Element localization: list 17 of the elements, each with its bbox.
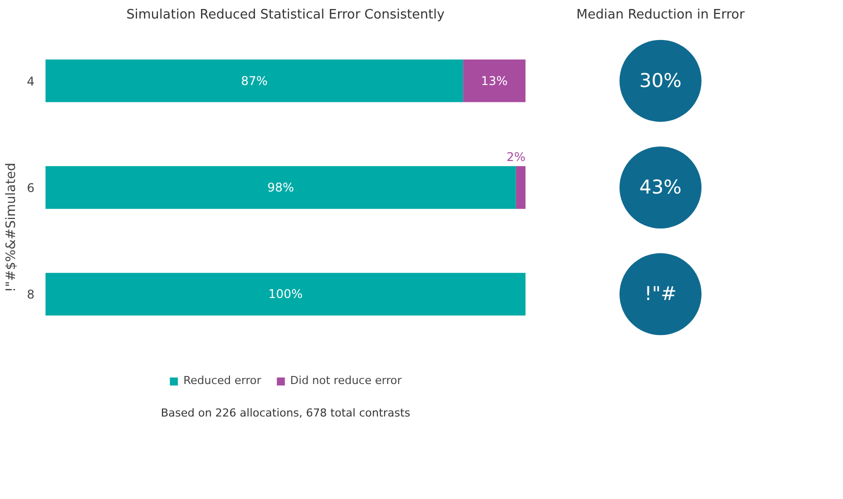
data-label: 100% xyxy=(268,287,303,302)
legend-label: Reduced error xyxy=(183,374,262,387)
text: Based on 226 allocations, 678 total contrasts xyxy=(160,406,410,420)
data-label: 98% xyxy=(267,180,294,194)
chart-title: Simulation Reduced Statistical Error Consistently xyxy=(126,8,445,22)
y-axis-title: !"#$%&#Simulated xyxy=(4,162,19,292)
y-tick-label: 8 xyxy=(26,288,35,302)
text: 43% xyxy=(639,176,682,198)
text: !"# xyxy=(644,283,677,306)
data-label: 87% xyxy=(240,74,268,88)
data-label: 13% xyxy=(480,74,508,88)
text: 30% xyxy=(639,70,682,92)
y-tick-label: 4 xyxy=(26,74,35,88)
legend-label: Did not reduce error xyxy=(290,374,402,387)
data-label: 2% xyxy=(506,150,526,164)
y-tick-label: 6 xyxy=(26,181,35,195)
text: Median Reduction in Error xyxy=(576,8,746,22)
